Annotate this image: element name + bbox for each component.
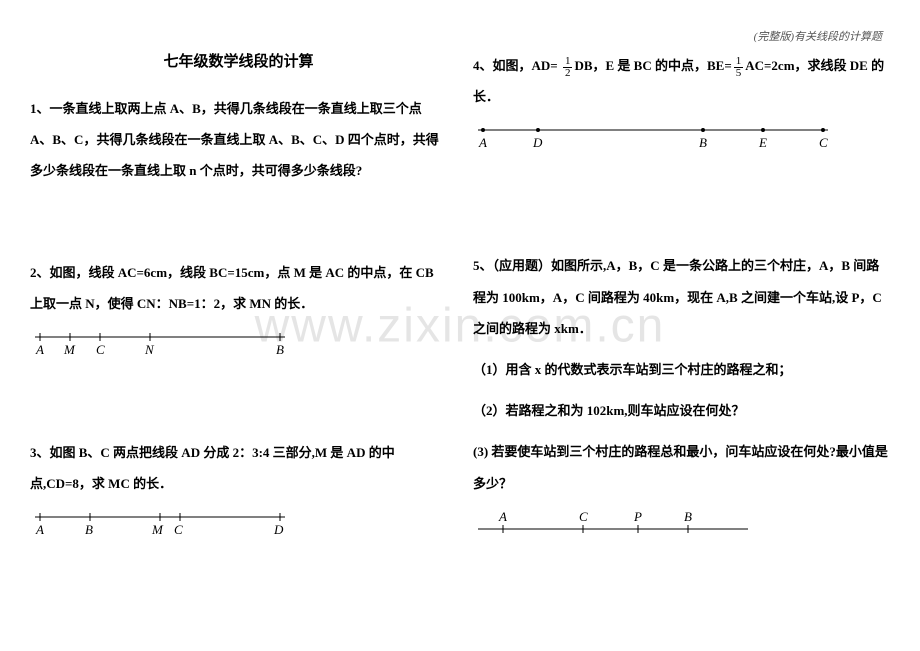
- figure-5: A C P B: [473, 509, 890, 539]
- problem-1: 1、一条直线上取两上点 A、B，共得几条线段在一条直线上取三个点 A、B、C，共…: [30, 93, 447, 187]
- left-column: 七年级数学线段的计算 1、一条直线上取两上点 A、B，共得几条线段在一条直线上取…: [30, 50, 447, 557]
- fig4-label-D: D: [532, 135, 543, 150]
- fraction-half: 12: [563, 56, 573, 79]
- problem-5-1: （1）用含 x 的代数式表示车站到三个村庄的路程之和；: [473, 354, 890, 385]
- problem-5-3: (3) 若要使车站到三个村庄的路程总和最小，问车站应设在何处?最小值是多少？: [473, 436, 890, 498]
- problem-5-2: （2）若路程之和为 102km,则车站应设在何处？: [473, 395, 890, 426]
- fig2-label-N: N: [144, 342, 155, 357]
- fig2-label-B: B: [276, 342, 284, 357]
- problem-4: 4、如图，AD= 12DB，E 是 BC 的中点，BE=15AC=2cm，求线段…: [473, 50, 890, 112]
- fraction-fifth: 15: [734, 56, 744, 79]
- figure-3: A B M C D: [30, 509, 447, 539]
- problem-3: 3、如图 B、C 两点把线段 AD 分成 2：3:4 三部分,M 是 AD 的中…: [30, 437, 447, 499]
- problem-5-intro: 5、（应用题）如图所示,A，B，C 是一条公路上的三个村庄，A，B 间路程为 1…: [473, 250, 890, 344]
- fig5-label-A: A: [498, 509, 507, 524]
- right-column: 4、如图，AD= 12DB，E 是 BC 的中点，BE=15AC=2cm，求线段…: [473, 50, 890, 557]
- fig5-label-B: B: [684, 509, 692, 524]
- p4-text-b: DB，E 是 BC 的中点，BE=: [574, 58, 731, 73]
- page-title: 七年级数学线段的计算: [30, 50, 447, 71]
- fig3-label-M: M: [151, 522, 164, 537]
- page-content: 七年级数学线段的计算 1、一条直线上取两上点 A、B，共得几条线段在一条直线上取…: [0, 0, 920, 577]
- fig2-label-M: M: [63, 342, 76, 357]
- fig4-label-A: A: [478, 135, 487, 150]
- problem-2: 2、如图，线段 AC=6cm，线段 BC=15cm，点 M 是 AC 的中点，在…: [30, 257, 447, 319]
- fig3-label-A: A: [35, 522, 44, 537]
- p4-text-a: 4、如图，AD=: [473, 58, 561, 73]
- fig2-label-A: A: [35, 342, 44, 357]
- fig4-label-C: C: [819, 135, 828, 150]
- fig3-label-D: D: [273, 522, 284, 537]
- figure-2: A M C N B: [30, 329, 447, 359]
- figure-4: A D B E C: [473, 122, 890, 152]
- fig4-label-E: E: [758, 135, 767, 150]
- fig5-label-C: C: [579, 509, 588, 524]
- fig2-label-C: C: [96, 342, 105, 357]
- fig3-label-B: B: [85, 522, 93, 537]
- fig4-label-B: B: [699, 135, 707, 150]
- fig3-label-C: C: [174, 522, 183, 537]
- fig5-label-P: P: [633, 509, 642, 524]
